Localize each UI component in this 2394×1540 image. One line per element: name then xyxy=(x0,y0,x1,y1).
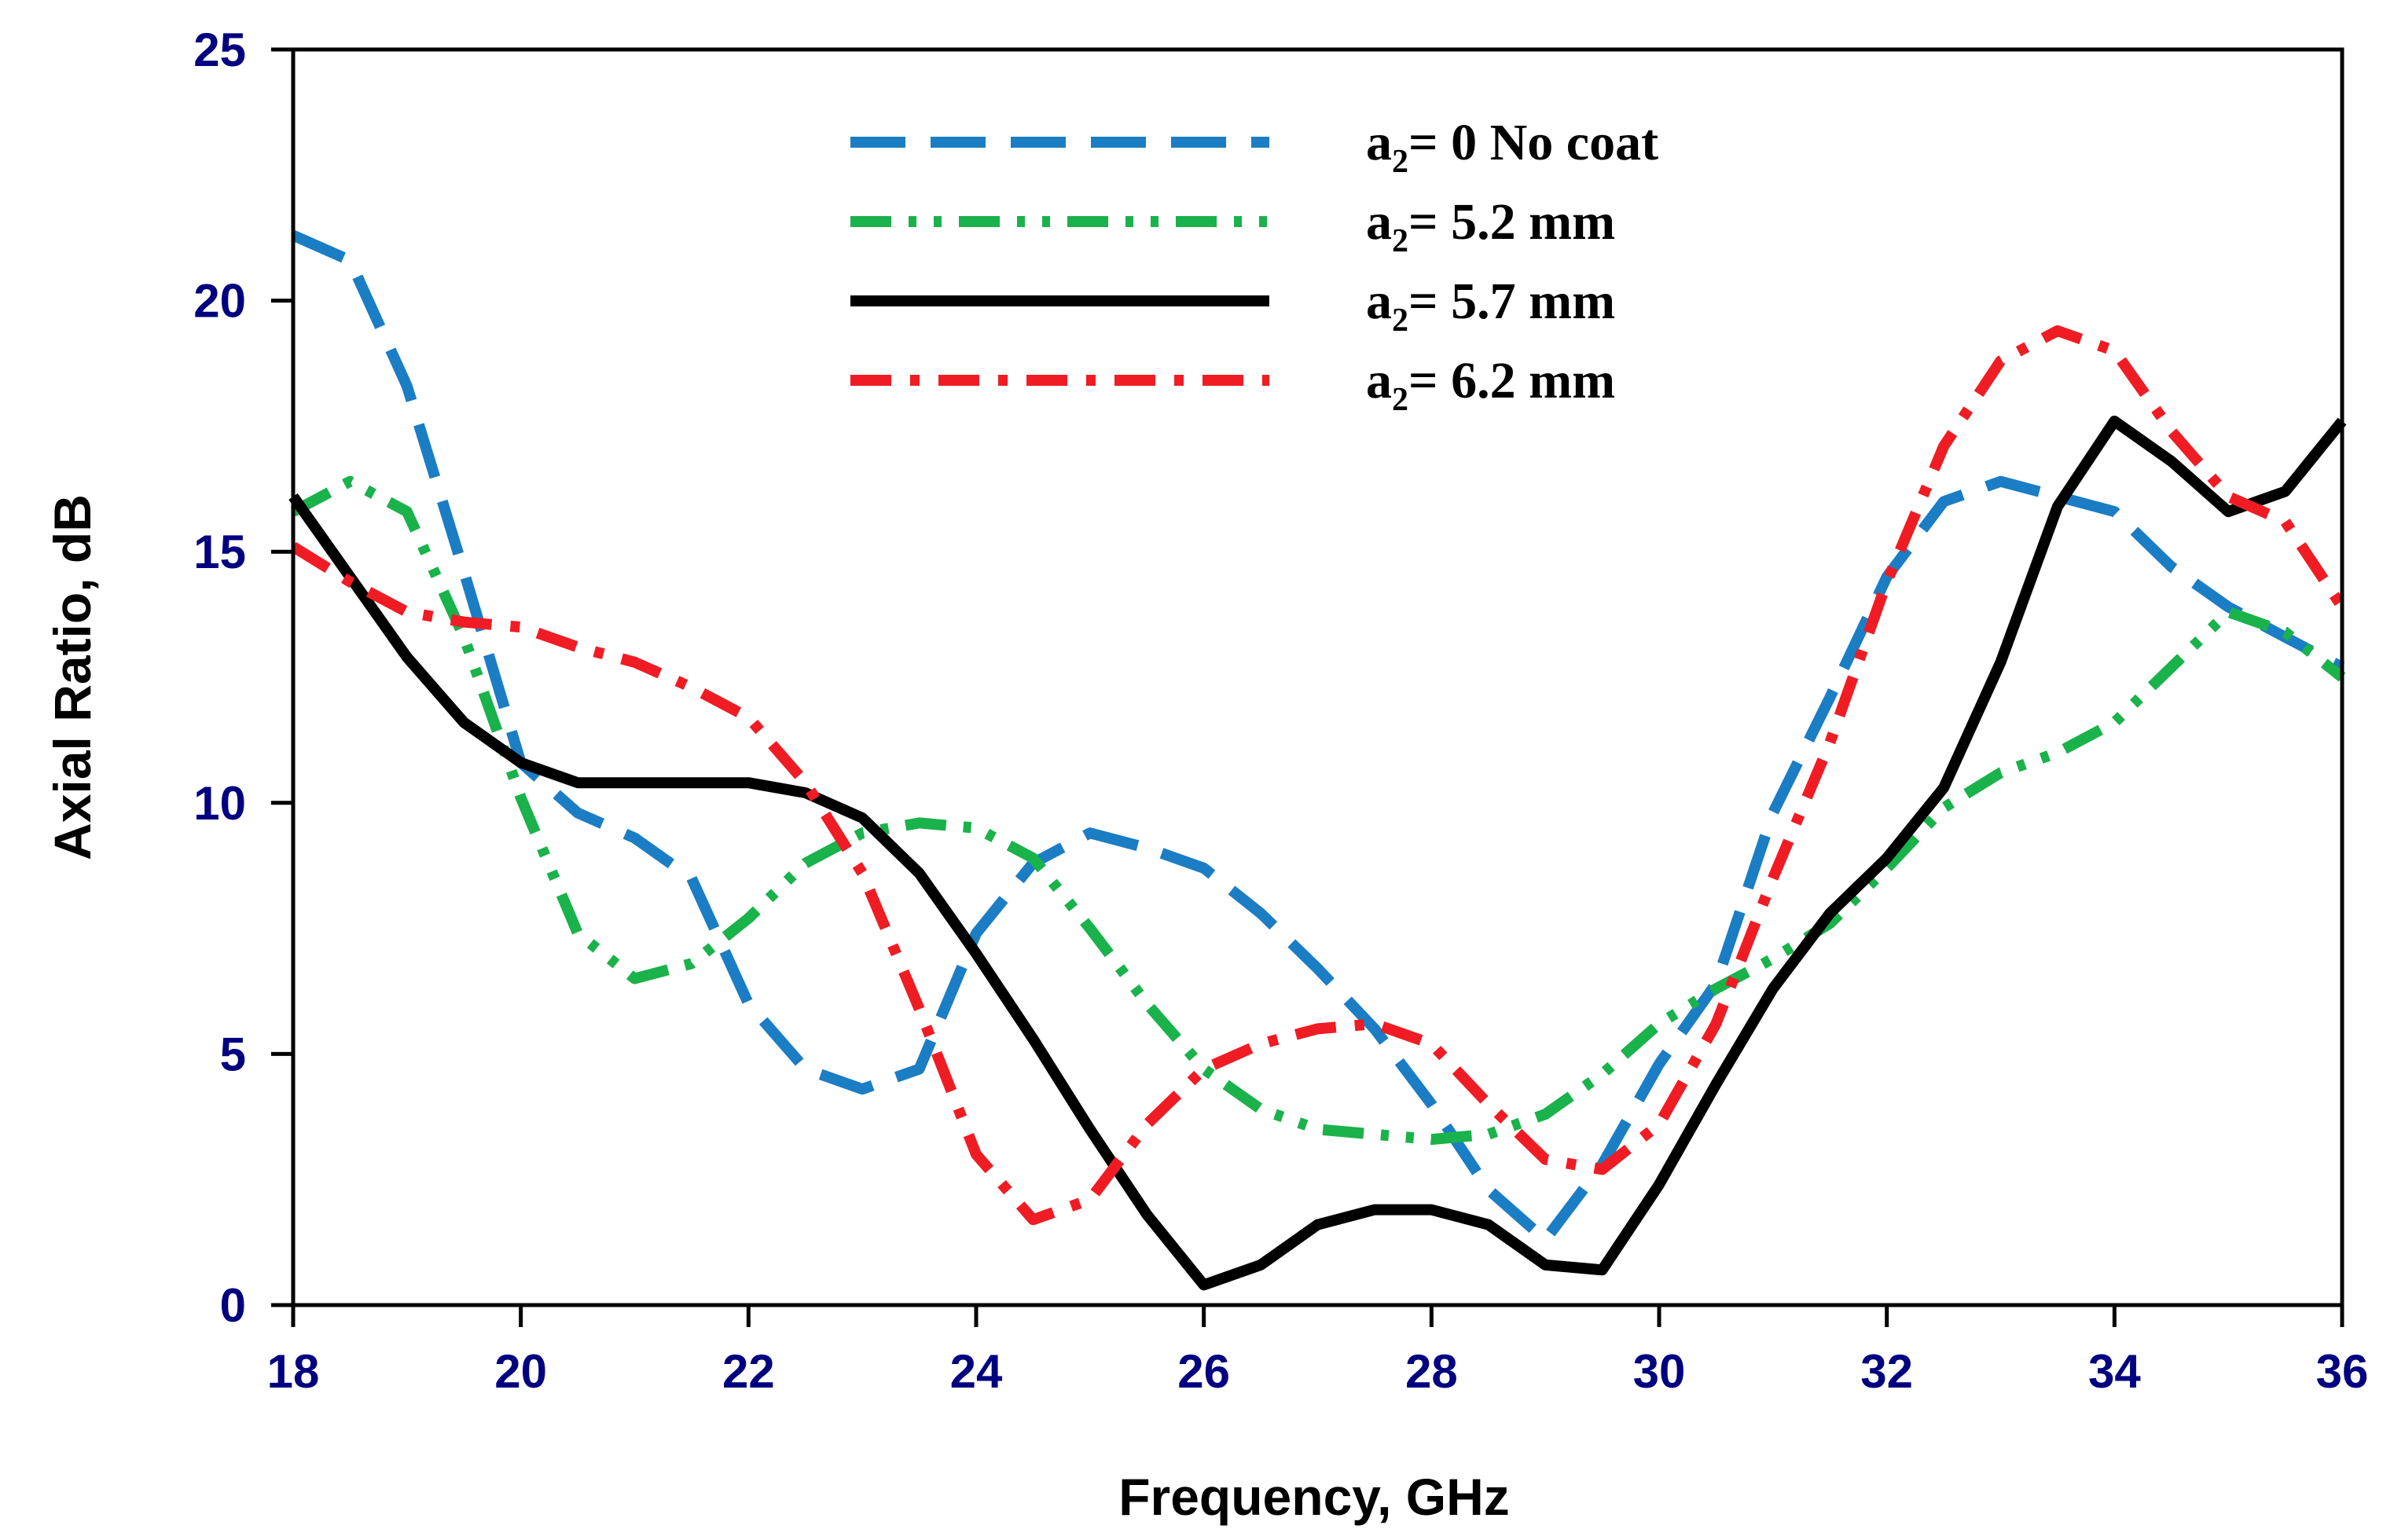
y-tick-label: 5 xyxy=(220,1028,246,1080)
x-tick-label: 28 xyxy=(1405,1345,1458,1398)
x-tick-label: 30 xyxy=(1633,1345,1686,1398)
y-tick-label: 20 xyxy=(193,275,246,328)
plot-frame xyxy=(291,47,2344,1307)
series-line-1 xyxy=(290,475,2346,1146)
y-tick-label: 25 xyxy=(193,24,246,76)
legend-label-1: a2= 5.2 mm xyxy=(1366,193,1615,259)
x-tick-label: 22 xyxy=(722,1345,775,1398)
y-tick-label: 10 xyxy=(193,777,246,830)
series-line-2 xyxy=(288,416,2347,1291)
x-axis-title: Frequency, GHz xyxy=(1118,1468,1510,1526)
y-tick-label: 0 xyxy=(220,1279,246,1332)
x-tick-label: 34 xyxy=(2088,1345,2141,1398)
y-axis-title: Axial Ratio, dB xyxy=(43,494,101,860)
series-line-3 xyxy=(290,325,2347,1226)
x-tick-label: 24 xyxy=(950,1345,1003,1398)
series-layer xyxy=(288,230,2347,1291)
series-line-0 xyxy=(291,230,2345,1245)
x-tick-label: 32 xyxy=(1860,1345,1913,1398)
y-tick-label: 15 xyxy=(193,526,246,578)
x-tick-label: 36 xyxy=(2316,1345,2369,1398)
legend: a2= 0 No coat a2= 5.2 mm a2= 5.7 mm a2= 6.2… xyxy=(850,114,1658,418)
x-tick-label: 18 xyxy=(267,1345,320,1398)
legend-label-2: a2= 5.7 mm xyxy=(1366,273,1615,339)
legend-label-3: a2= 6.2 mm xyxy=(1366,352,1615,418)
x-tick-label: 20 xyxy=(494,1345,547,1398)
axes-layer: 18 20 22 24 26 28 30 32 34 36 0 5 10 15 20 25 xyxy=(193,24,2368,1398)
legend-label-0: a2= 0 No coat xyxy=(1366,114,1658,180)
x-tick-label: 26 xyxy=(1177,1345,1230,1398)
